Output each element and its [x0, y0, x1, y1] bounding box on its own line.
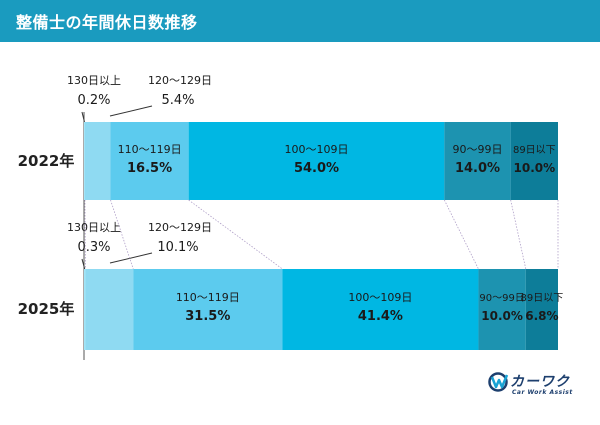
outside-value-label-2-1: 0.3% — [77, 240, 110, 255]
logo-text: カーワク — [510, 374, 570, 390]
connector-line-3 — [188, 199, 283, 270]
bar-segment-1-4 — [188, 122, 445, 200]
bar-segment-2-2 — [85, 269, 134, 350]
outside-value-label-1-1: 0.2% — [77, 93, 110, 108]
segment-value-label-1-4: 54.0% — [294, 161, 339, 176]
segment-category-label-1-5: 90～99日 — [453, 143, 503, 156]
segment-category-label-1-3: 110～119日 — [118, 143, 182, 156]
outside-value-label-1-2: 5.4% — [161, 93, 194, 108]
segment-category-label-2-5: 90～99日 — [479, 293, 524, 304]
chart-header: 整備士の年間休日数推移 — [0, 0, 600, 42]
cw-logo-icon — [488, 372, 509, 392]
outside-category-label-2-1: 130日以上 — [67, 221, 121, 234]
bar-segment-2-4 — [282, 269, 479, 350]
leader-line-1-2 — [109, 105, 153, 117]
bar-segment-1-6 — [510, 122, 558, 200]
segment-value-label-2-5: 10.0% — [481, 309, 523, 323]
outside-category-label-1-2: 120～129日 — [148, 74, 212, 87]
connector-line-2 — [110, 199, 134, 270]
segment-value-label-1-5: 14.0% — [455, 161, 500, 176]
bar-segment-2-1 — [84, 269, 86, 350]
segment-value-label-2-6: 6.8% — [525, 309, 558, 323]
leader-line-2-2 — [109, 252, 153, 264]
bar-segment-1-5 — [444, 122, 511, 200]
connector-line-5 — [510, 199, 527, 270]
leader-line-1-1 — [81, 111, 85, 123]
logo-subtext: Car Work Assist — [512, 389, 573, 396]
segment-category-label-1-4: 100～109日 — [285, 143, 349, 156]
segment-category-label-2-3: 110～119日 — [176, 291, 240, 304]
connector-line-4 — [443, 199, 479, 270]
outside-category-label-2-2: 120～129日 — [148, 221, 212, 234]
bar-segment-2-5 — [478, 269, 526, 350]
segment-value-label-1-6: 10.0% — [514, 161, 556, 175]
segment-category-label-2-6: 89日以下 — [521, 293, 564, 304]
bar-segment-1-1 — [84, 122, 85, 200]
outside-category-label-1-1: 130日以上 — [67, 74, 121, 87]
segment-value-label-2-3: 31.5% — [185, 309, 230, 324]
segment-category-label-2-4: 100～109日 — [348, 291, 412, 304]
segment-value-label-1-3: 16.5% — [127, 161, 172, 176]
leader-line-2-1 — [81, 258, 86, 270]
year-label-2: 2025年 — [18, 300, 75, 318]
segment-category-label-1-6: 89日以下 — [513, 145, 556, 156]
bar-segment-2-6 — [525, 269, 558, 350]
year-label-1: 2022年 — [18, 152, 75, 170]
outside-value-label-2-2: 10.1% — [157, 240, 198, 255]
bar-segment-2-3 — [133, 269, 283, 350]
chart-title: 整備士の年間休日数推移 — [16, 13, 198, 32]
segment-value-label-2-4: 41.4% — [358, 309, 403, 324]
bar-segment-1-2 — [84, 122, 111, 200]
brand-logo: カーワク Car Work Assist — [488, 371, 588, 401]
bar-segment-1-3 — [110, 122, 189, 200]
